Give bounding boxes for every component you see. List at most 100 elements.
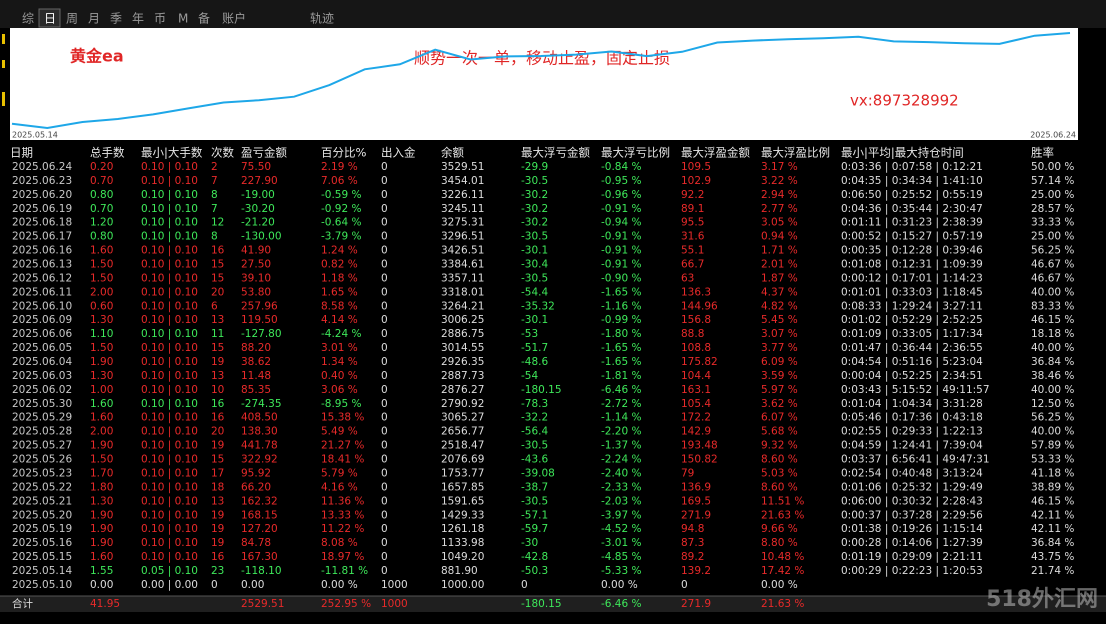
cell: 1.00 <box>90 384 113 396</box>
cell: 2025.05.23 <box>12 467 72 479</box>
cell: 0:04:36 | 0:35:44 | 2:30:47 <box>841 203 983 215</box>
cell: 0 <box>381 481 388 493</box>
cell: 3426.51 <box>441 245 484 257</box>
cell: 0.10 | 0.10 <box>141 370 198 382</box>
cell: 19 <box>211 356 224 368</box>
cell: 0:00:35 | 0:12:28 | 0:39:46 <box>841 245 983 257</box>
cell: 2025.05.27 <box>12 440 72 452</box>
cell: -0.59 % <box>321 189 362 201</box>
cell: 21.27 % <box>321 440 364 452</box>
cell: -19.00 <box>241 189 275 201</box>
cell: 0.10 | 0.10 <box>141 467 198 479</box>
cell: 43.75 % <box>1031 551 1074 563</box>
cell: -2.40 % <box>601 467 642 479</box>
cell: -21.20 <box>241 217 275 229</box>
cell: 1.50 <box>90 342 113 354</box>
tab[interactable]: 币 <box>154 12 166 26</box>
tab[interactable]: 账户 <box>222 11 246 26</box>
cell: 0 <box>381 272 388 284</box>
cell: 0.80 <box>90 189 113 201</box>
cell: 0.70 <box>90 175 113 187</box>
cell: 0.40 % <box>321 370 358 382</box>
cell: -38.7 <box>521 481 548 493</box>
cell: 2025.05.21 <box>12 495 72 507</box>
cell: 0.10 | 0.10 <box>141 454 198 466</box>
tab[interactable]: 综 <box>22 12 34 26</box>
cell: 3.07 % <box>761 328 798 340</box>
cell: 1.90 <box>90 440 113 452</box>
tab[interactable]: 季 <box>110 12 122 26</box>
cell: 1.20 <box>90 217 113 229</box>
cell: -30.5 <box>521 272 548 284</box>
cell: 0 <box>381 259 388 271</box>
cell: 1.60 <box>90 551 113 563</box>
cell: 2025.06.04 <box>12 356 72 368</box>
cell: 2.94 % <box>761 189 798 201</box>
cell: 16 <box>211 551 225 563</box>
tab[interactable]: 月 <box>88 12 100 26</box>
cell: -35.32 <box>521 300 555 312</box>
cell: -30.20 <box>241 203 275 215</box>
cell: 0:02:54 | 0:40:48 | 3:13:24 <box>841 467 983 479</box>
cell: 28.57 % <box>1031 203 1074 215</box>
cell: 1.50 <box>90 272 113 284</box>
cell: 88.20 <box>241 342 271 354</box>
cell: 89.1 <box>681 203 704 215</box>
cell: 1049.20 <box>441 551 484 563</box>
tab[interactable]: 备 <box>198 12 210 26</box>
cell: 0:02:55 | 0:29:33 | 1:22:13 <box>841 426 983 438</box>
cell: -11.81 % <box>321 565 368 577</box>
cell: 0.94 % <box>761 231 798 243</box>
cell: 0 <box>381 175 388 187</box>
cell: 0 <box>381 356 388 368</box>
cell: 0.10 | 0.10 <box>141 175 198 187</box>
cell: -78.3 <box>521 398 548 410</box>
cell: 0 <box>381 231 388 243</box>
cell: 21.74 % <box>1031 565 1074 577</box>
cell: 0 <box>521 579 528 591</box>
cell: 15 <box>211 272 224 284</box>
cell: 1.60 <box>90 245 113 257</box>
cell: 0.80 <box>90 231 113 243</box>
cell: -50.3 <box>521 565 548 577</box>
tab[interactable]: M <box>178 12 188 26</box>
cell: -39.08 <box>521 467 555 479</box>
cell: 13 <box>211 370 224 382</box>
tab[interactable]: 轨迹 <box>310 12 334 26</box>
tab[interactable]: 周 <box>66 12 78 26</box>
tab[interactable]: 日 <box>44 12 56 26</box>
cell: 0:04:54 | 0:51:16 | 5:23:04 <box>841 356 983 368</box>
cell: -30.1 <box>521 314 548 326</box>
cell: 0.00 % <box>321 579 358 591</box>
cell: -2.24 % <box>601 454 642 466</box>
cell: -53 <box>521 328 538 340</box>
cell: 1.80 <box>90 481 113 493</box>
cell: -54.4 <box>521 286 548 298</box>
cell: 2025.05.10 <box>12 579 72 591</box>
cell: 0 <box>681 579 688 591</box>
cell: 20 <box>211 286 224 298</box>
cell: 2025.05.26 <box>12 454 72 466</box>
cell: 53.33 % <box>1031 454 1074 466</box>
cell: 2025.06.05 <box>12 342 72 354</box>
cell: 15 <box>211 259 224 271</box>
cell: -30.2 <box>521 203 548 215</box>
tab[interactable]: 年 <box>132 12 144 26</box>
cell: 38.46 % <box>1031 370 1074 382</box>
cell: 0:00:12 | 0:17:01 | 1:14:23 <box>841 272 983 284</box>
cell: 3.05 % <box>761 217 798 229</box>
cell: 0 <box>381 495 388 507</box>
cell: 75.50 <box>241 161 271 173</box>
cell: 5.03 % <box>761 467 798 479</box>
cell: 0.00 % <box>761 579 798 591</box>
cell: 3226.11 <box>441 189 484 201</box>
cell: 0.10 | 0.10 <box>141 203 198 215</box>
cell: 0 <box>381 398 388 410</box>
cell: 2025.06.10 <box>12 300 72 312</box>
cell: 0.10 | 0.10 <box>141 272 198 284</box>
cell: 0.10 | 0.10 <box>141 259 198 271</box>
cell: 108.8 <box>681 342 711 354</box>
cell: 31.6 <box>681 231 705 243</box>
total-cell: 合计 <box>12 597 33 610</box>
cell: 83.33 % <box>1031 300 1074 312</box>
